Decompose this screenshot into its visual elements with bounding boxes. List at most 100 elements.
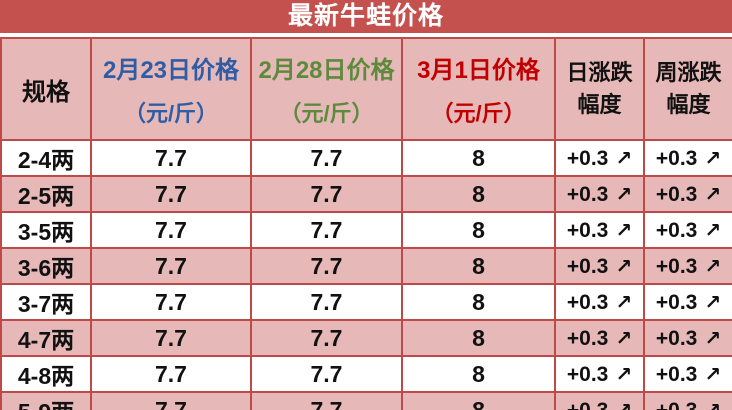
header-weekly-line2: 幅度 (666, 92, 711, 117)
up-arrow-icon: ↗ (615, 183, 633, 206)
header-mar1-unit: （元/斤） (431, 101, 526, 126)
header-daily-line1: 日涨跌 (566, 60, 633, 86)
table-row: 3-5两 7.7 7.7 8 +0.3 ↗ +0.3 ↗ (0, 211, 732, 249)
daily-change-value: +0.3 (566, 218, 609, 242)
up-arrow-icon: ↗ (615, 291, 633, 314)
feb23-price-cell: 7.7 (90, 283, 252, 321)
feb28-price-cell: 7.7 (250, 319, 403, 357)
daily-change-cell: +0.3 ↗ (554, 283, 645, 321)
up-arrow-icon: ↗ (704, 327, 722, 350)
header-daily-change: 日涨跌 幅度 (554, 37, 645, 141)
header-feb28-unit: （元/斤） (279, 101, 374, 126)
weekly-change-value: +0.3 (655, 182, 698, 206)
feb28-price-cell: 7.7 (250, 283, 403, 321)
feb28-price-cell: 7.7 (250, 355, 403, 393)
up-arrow-icon: ↗ (704, 147, 722, 170)
table-row: 4-8两 7.7 7.7 8 +0.3 ↗ +0.3 ↗ (0, 355, 732, 393)
table-row: 3-7两 7.7 7.7 8 +0.3 ↗ +0.3 ↗ (0, 283, 732, 321)
up-arrow-icon: ↗ (704, 400, 721, 410)
feb23-price-cell: 7.7 (90, 247, 252, 285)
daily-change-cell: +0.3 ↗ (554, 139, 645, 177)
up-arrow-icon: ↗ (615, 400, 632, 410)
header-feb23-unit: （元/斤） (123, 101, 219, 126)
up-arrow-icon: ↗ (704, 291, 722, 314)
weekly-change-value: +0.3 (655, 146, 698, 170)
weekly-change-value: +0.3 (655, 362, 698, 386)
weekly-change-cell: +0.3 ↗ (643, 283, 732, 321)
mar1-price-cell: 8 (401, 247, 556, 285)
up-arrow-icon: ↗ (704, 363, 722, 386)
header-mar1-label: 3月1日价格 (417, 57, 540, 84)
mar1-price-cell: 8 (401, 391, 556, 410)
weekly-change-cell: +0.3 ↗ (643, 355, 732, 393)
spec-cell: 5-9两 (0, 391, 92, 410)
daily-change-cell: +0.3 ↗ (554, 319, 645, 357)
daily-change-value: +0.3 (566, 254, 609, 278)
daily-change-value: +0.3 (566, 182, 609, 206)
table-row: 2-4两 7.7 7.7 8 +0.3 ↗ +0.3 ↗ (0, 139, 732, 177)
header-feb23-label: 2月23日价格 (102, 57, 240, 84)
up-arrow-icon: ↗ (615, 219, 633, 242)
header-spec: 规格 (0, 37, 92, 141)
page-title: 最新牛蛙价格 (0, 0, 732, 33)
header-row: 规格 2月23日价格 （元/斤） 2月28日价格 （元/斤） 3月1日价格 (0, 37, 732, 141)
feb23-price-cell: 7.7 (90, 211, 252, 249)
up-arrow-icon: ↗ (704, 219, 722, 242)
daily-change-cell: +0.3 ↗ (554, 247, 645, 285)
up-arrow-icon: ↗ (704, 183, 722, 206)
daily-change-value: +0.3 (566, 146, 609, 170)
daily-change-cell: +0.3 ↗ (554, 175, 645, 213)
up-arrow-icon: ↗ (615, 363, 633, 386)
weekly-change-cell: +0.3 ↗ (643, 139, 732, 177)
feb28-price-cell: 7.7 (250, 175, 403, 213)
header-weekly-line1: 周涨跌 (655, 60, 722, 86)
mar1-price-cell: 8 (401, 175, 556, 213)
feb23-price-cell: 7.7 (90, 319, 252, 357)
weekly-change-value: +0.3 (655, 254, 698, 278)
table-row: 2-5两 7.7 7.7 8 +0.3 ↗ +0.3 ↗ (0, 175, 732, 213)
header-daily-line2: 幅度 (577, 92, 622, 117)
table-row: 4-7两 7.7 7.7 8 +0.3 ↗ +0.3 ↗ (0, 319, 732, 357)
feb28-price-cell: 7.7 (250, 247, 403, 285)
spec-cell: 2-4两 (0, 139, 92, 177)
header-feb28: 2月28日价格 （元/斤） (250, 37, 403, 141)
spec-cell: 3-5两 (0, 211, 92, 249)
feb23-price-cell: 7.7 (90, 391, 252, 410)
mar1-price-cell: 8 (401, 355, 556, 393)
feb28-price-cell: 7.7 (250, 211, 403, 249)
weekly-change-value: +0.3 (655, 398, 698, 410)
daily-change-cell: +0.3 ↗ (554, 391, 645, 410)
spec-cell: 4-8两 (0, 355, 92, 393)
daily-change-value: +0.3 (566, 290, 609, 314)
feb23-price-cell: 7.7 (90, 355, 252, 393)
mar1-price-cell: 8 (401, 283, 556, 321)
spec-cell: 4-7两 (0, 319, 92, 357)
weekly-change-value: +0.3 (655, 326, 698, 350)
header-feb28-label: 2月28日价格 (258, 57, 395, 84)
weekly-change-cell: +0.3 ↗ (643, 319, 732, 357)
daily-change-cell: +0.3 ↗ (554, 211, 645, 249)
spec-cell: 3-6两 (0, 247, 92, 285)
up-arrow-icon: ↗ (615, 327, 633, 350)
weekly-change-value: +0.3 (655, 290, 698, 314)
spec-cell: 2-5两 (0, 175, 92, 213)
title-divider (0, 33, 732, 37)
weekly-change-cell: +0.3 ↗ (643, 391, 732, 410)
feb28-price-cell: 7.7 (250, 391, 403, 410)
table-row: 5-9两 7.7 7.7 8 +0.3 ↗ +0.3 ↗ (0, 391, 732, 410)
up-arrow-icon: ↗ (615, 147, 633, 170)
header-feb23: 2月23日价格 （元/斤） (90, 37, 252, 141)
feb23-price-cell: 7.7 (90, 175, 252, 213)
weekly-change-cell: +0.3 ↗ (643, 211, 732, 249)
up-arrow-icon: ↗ (704, 255, 722, 278)
mar1-price-cell: 8 (401, 139, 556, 177)
daily-change-value: +0.3 (566, 362, 609, 386)
weekly-change-value: +0.3 (655, 218, 698, 242)
mar1-price-cell: 8 (401, 211, 556, 249)
table-row: 3-6两 7.7 7.7 8 +0.3 ↗ +0.3 ↗ (0, 247, 732, 285)
daily-change-cell: +0.3 ↗ (554, 355, 645, 393)
price-table: 规格 2月23日价格 （元/斤） 2月28日价格 （元/斤） 3月1日价格 (0, 37, 732, 410)
spec-cell: 3-7两 (0, 283, 92, 321)
daily-change-value: +0.3 (566, 326, 609, 350)
feb28-price-cell: 7.7 (250, 139, 403, 177)
